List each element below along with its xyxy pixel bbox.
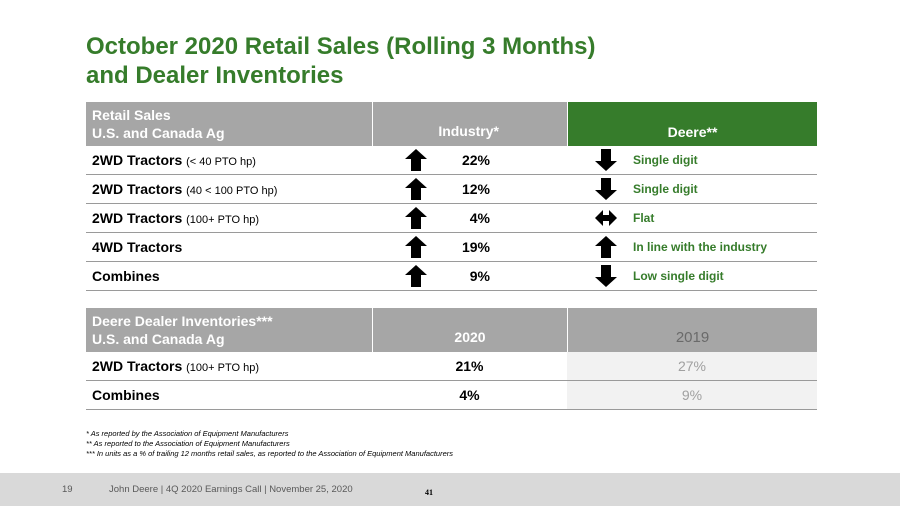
row-label: 4WD Tractors [92, 239, 182, 255]
deere-value: Single digit [633, 153, 698, 167]
row-label-main: Combines [92, 387, 160, 403]
table-row: 2WD Tractors (100+ PTO hp) 4% Flat [86, 204, 817, 233]
footer-bar: 19 John Deere | 4Q 2020 Earnings Call | … [0, 473, 900, 506]
footnote: ** As reported to the Association of Equ… [86, 439, 290, 448]
industry-value: 12% [461, 181, 490, 197]
page-title: October 2020 Retail Sales (Rolling 3 Mon… [86, 32, 846, 90]
table-row: Combines 9% Low single digit [86, 262, 817, 291]
value-2020: 21% [455, 358, 484, 374]
row-label-sub: (40 < 100 PTO hp) [186, 185, 278, 197]
left-right-arrow-icon [595, 207, 617, 229]
retail-sales-rows: 2WD Tractors (< 40 PTO hp) 22% Single digi… [86, 146, 817, 291]
row-label: 2WD Tractors (< 40 PTO hp) [92, 152, 256, 168]
up-arrow-icon [595, 236, 617, 258]
header-label-line-2: U.S. and Canada Ag [92, 125, 225, 141]
row-label: 2WD Tractors (100+ PTO hp) [92, 210, 259, 226]
down-arrow-icon [595, 149, 617, 171]
row-label-sub: (100+ PTO hp) [186, 362, 260, 374]
industry-value: 19% [461, 239, 490, 255]
table-row: 2WD Tractors (40 < 100 PTO hp) 12% Single … [86, 175, 817, 204]
inventory-rows: 2WD Tractors (100+ PTO hp) 21% 27% Combines… [86, 352, 817, 410]
row-label-main: 2WD Tractors [92, 210, 183, 226]
dealer-inventory-table: Deere Dealer Inventories*** U.S. and Can… [86, 308, 817, 410]
deere-header: Deere** [567, 102, 817, 146]
table-row: Combines 4% 9% [86, 381, 817, 410]
footer-text: John Deere | 4Q 2020 Earnings Call | Nov… [109, 484, 353, 495]
up-arrow-icon [405, 178, 427, 200]
title-line-1: October 2020 Retail Sales (Rolling 3 Mon… [86, 33, 596, 60]
row-label: Combines [92, 268, 160, 284]
table-row: 4WD Tractors 19% In line with the industry [86, 233, 817, 262]
year-2020-header: 2020 [372, 308, 567, 352]
industry-value: 4% [469, 210, 490, 226]
title-line-2: and Dealer Inventories [86, 62, 344, 89]
table-row: 2WD Tractors (100+ PTO hp) 21% 27% [86, 352, 817, 381]
inventory-header: Deere Dealer Inventories*** U.S. and Can… [86, 308, 817, 352]
value-2019: 9% [567, 381, 817, 409]
up-arrow-icon [405, 236, 427, 258]
row-label: Combines [92, 387, 160, 403]
header-label-line-2: U.S. and Canada Ag [92, 331, 225, 347]
down-arrow-icon [595, 178, 617, 200]
deere-value: Flat [633, 211, 655, 225]
value-2020: 4% [459, 387, 480, 403]
header-label-line-1: Retail Sales [92, 107, 171, 123]
industry-value: 22% [461, 152, 490, 168]
deere-value: Single digit [633, 182, 698, 196]
page-number: 41 [425, 488, 433, 497]
row-label-sub: (< 40 PTO hp) [186, 156, 256, 168]
retail-sales-table: Retail Sales U.S. and Canada Ag Industry… [86, 102, 817, 291]
row-label-main: 2WD Tractors [92, 152, 183, 168]
slide-number: 19 [62, 484, 73, 495]
row-label-sub: (100+ PTO hp) [186, 214, 260, 226]
table-row: 2WD Tractors (< 40 PTO hp) 22% Single digi… [86, 146, 817, 175]
inventory-header-label: Deere Dealer Inventories*** U.S. and Can… [86, 308, 372, 352]
retail-sales-header-label: Retail Sales U.S. and Canada Ag [86, 102, 372, 146]
header-label-line-1: Deere Dealer Inventories*** [92, 313, 273, 329]
retail-sales-header: Retail Sales U.S. and Canada Ag Industry… [86, 102, 817, 146]
up-arrow-icon [405, 207, 427, 229]
footnote: * As reported by the Association of Equi… [86, 429, 289, 438]
row-label: 2WD Tractors (100+ PTO hp) [92, 358, 259, 374]
row-label-main: 2WD Tractors [92, 358, 183, 374]
industry-value: 9% [469, 268, 490, 284]
up-arrow-icon [405, 265, 427, 287]
year-2019-header: 2019 [567, 308, 817, 352]
footnotes: * As reported by the Association of Equi… [86, 429, 453, 459]
up-arrow-icon [405, 149, 427, 171]
deere-value: In line with the industry [633, 240, 768, 254]
row-label-main: 4WD Tractors [92, 239, 183, 255]
row-label-main: 2WD Tractors [92, 181, 183, 197]
deere-value: Low single digit [633, 269, 724, 283]
industry-header: Industry* [372, 102, 567, 146]
value-2019: 27% [567, 352, 817, 380]
row-label: 2WD Tractors (40 < 100 PTO hp) [92, 181, 277, 197]
footnote: *** In units as a % of trailing 12 month… [86, 449, 453, 458]
row-label-main: Combines [92, 268, 160, 284]
down-arrow-icon [595, 265, 617, 287]
